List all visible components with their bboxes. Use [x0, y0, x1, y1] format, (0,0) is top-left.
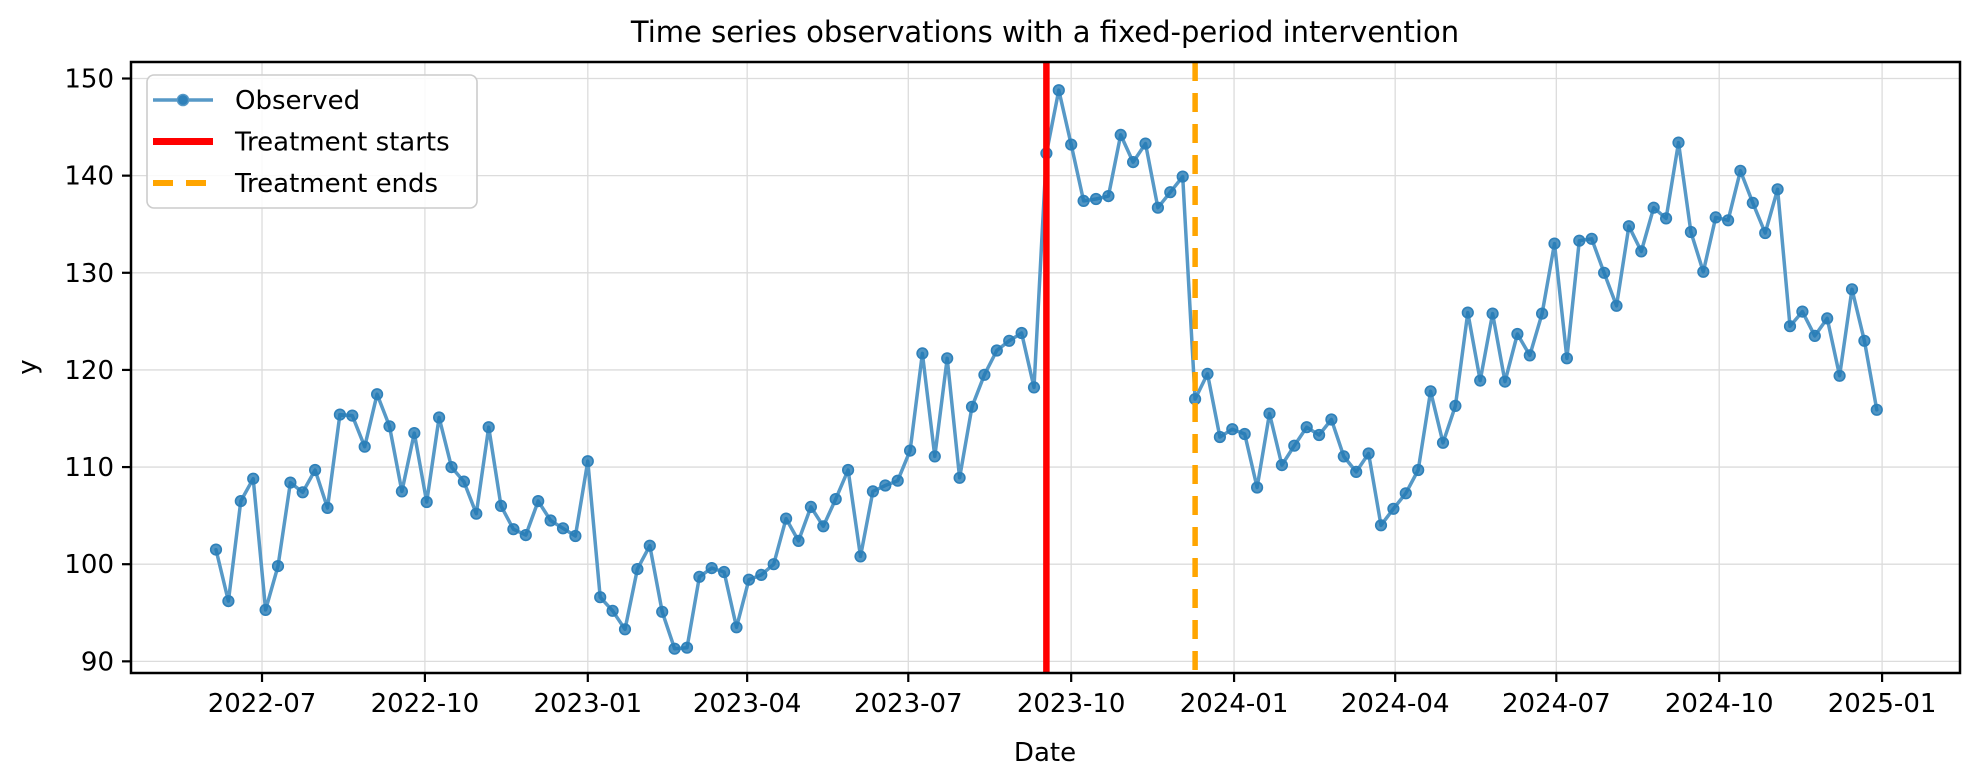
observed-markers	[209, 84, 1883, 655]
x-axis-label: Date	[1014, 738, 1076, 768]
legend-box	[146, 74, 478, 209]
y-tick-label: 150	[64, 65, 114, 95]
x-tick-label: 2022-07	[208, 689, 317, 719]
y-axis-label: y	[13, 359, 43, 374]
x-tick-label: 2023-04	[693, 689, 802, 719]
x-tick-label: 2023-07	[854, 689, 963, 719]
y-tick-label: 140	[64, 162, 114, 192]
y-tick-labels: 90 100 110 120 130 140 150	[64, 65, 114, 678]
x-tick-label: 2024-07	[1502, 689, 1611, 719]
legend-treatment-starts-label: Treatment starts	[234, 128, 450, 158]
y-tick-label: 90	[81, 647, 114, 677]
x-tick-label: 2024-01	[1180, 689, 1289, 719]
x-tick-labels: 2022-07 2022-10 2023-01 2023-04 2023-07 2023-…	[208, 689, 1937, 719]
x-axis-ticks	[260, 673, 1884, 682]
y-tick-label: 100	[64, 550, 114, 580]
legend-item-treatment-starts: Treatment starts	[153, 128, 450, 158]
y-tick-label: 110	[64, 453, 114, 483]
x-tick-label: 2024-10	[1665, 689, 1774, 719]
legend-item-treatment-ends: Treatment ends	[153, 169, 438, 199]
plot-area-border	[129, 60, 1962, 675]
y-tick-label: 130	[64, 259, 114, 289]
legend-observed-marker-icon	[176, 93, 190, 107]
y-tick-label: 120	[64, 356, 114, 386]
x-tick-label: 2023-01	[533, 689, 642, 719]
legend-observed-label: Observed	[235, 86, 360, 116]
y-axis-ticks	[122, 77, 131, 663]
chart-title: Time series observations with a fixed-pe…	[630, 15, 1459, 49]
legend-item-observed: Observed	[153, 86, 360, 116]
legend-treatment-ends-label: Treatment ends	[234, 169, 438, 199]
intervention-lines	[1043, 62, 1198, 673]
x-tick-label: 2024-04	[1341, 689, 1450, 719]
x-tick-label: 2023-10	[1017, 689, 1126, 719]
legend: Observed Treatment starts Treatment ends	[146, 74, 478, 209]
x-tick-label: 2025-01	[1828, 689, 1937, 719]
x-tick-label: 2022-10	[371, 689, 480, 719]
